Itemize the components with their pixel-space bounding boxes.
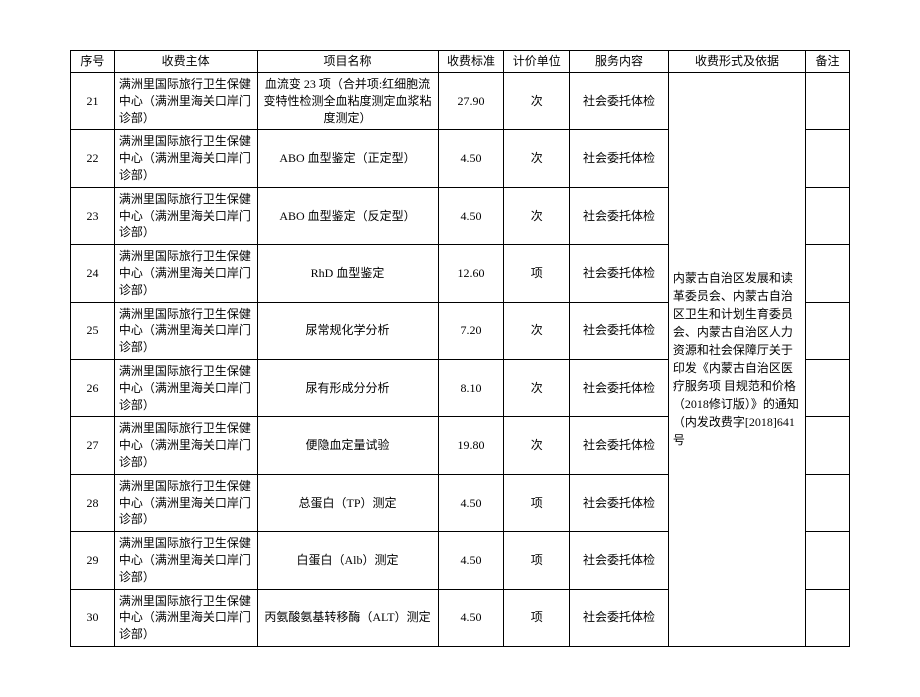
cell-service: 社会委托体检 bbox=[570, 417, 669, 474]
cell-item: 尿常规化学分析 bbox=[257, 302, 438, 359]
cell-entity: 满洲里国际旅行卫生保健中心（满洲里海关口岸门诊部） bbox=[114, 589, 257, 646]
cell-service: 社会委托体检 bbox=[570, 73, 669, 130]
cell-seq: 29 bbox=[71, 532, 115, 589]
cell-remark bbox=[806, 302, 850, 359]
cell-unit: 次 bbox=[504, 417, 570, 474]
cell-remark bbox=[806, 130, 850, 187]
cell-seq: 22 bbox=[71, 130, 115, 187]
cell-fee: 4.50 bbox=[438, 130, 504, 187]
cell-fee: 8.10 bbox=[438, 359, 504, 416]
cell-unit: 项 bbox=[504, 245, 570, 302]
cell-item: 尿有形成分分析 bbox=[257, 359, 438, 416]
header-unit: 计价单位 bbox=[504, 51, 570, 73]
cell-service: 社会委托体检 bbox=[570, 474, 669, 531]
cell-entity: 满洲里国际旅行卫生保健中心（满洲里海关口岸门诊部） bbox=[114, 359, 257, 416]
cell-fee: 12.60 bbox=[438, 245, 504, 302]
table-row: 21 满洲里国际旅行卫生保健中心（满洲里海关口岸门诊部） 血流变 23 项（合并… bbox=[71, 73, 850, 130]
cell-entity: 满洲里国际旅行卫生保健中心（满洲里海关口岸门诊部） bbox=[114, 245, 257, 302]
cell-seq: 28 bbox=[71, 474, 115, 531]
cell-remark bbox=[806, 245, 850, 302]
header-service: 服务内容 bbox=[570, 51, 669, 73]
cell-entity: 满洲里国际旅行卫生保健中心（满洲里海关口岸门诊部） bbox=[114, 417, 257, 474]
cell-entity: 满洲里国际旅行卫生保健中心（满洲里海关口岸门诊部） bbox=[114, 474, 257, 531]
cell-item: 总蛋白（TP）测定 bbox=[257, 474, 438, 531]
cell-entity: 满洲里国际旅行卫生保健中心（满洲里海关口岸门诊部） bbox=[114, 130, 257, 187]
cell-seq: 30 bbox=[71, 589, 115, 646]
cell-fee: 4.50 bbox=[438, 532, 504, 589]
cell-unit: 次 bbox=[504, 130, 570, 187]
cell-remark bbox=[806, 532, 850, 589]
cell-seq: 23 bbox=[71, 187, 115, 244]
cell-seq: 21 bbox=[71, 73, 115, 130]
cell-seq: 26 bbox=[71, 359, 115, 416]
cell-entity: 满洲里国际旅行卫生保健中心（满洲里海关口岸门诊部） bbox=[114, 73, 257, 130]
cell-unit: 项 bbox=[504, 589, 570, 646]
header-remark: 备注 bbox=[806, 51, 850, 73]
cell-service: 社会委托体检 bbox=[570, 359, 669, 416]
cell-unit: 项 bbox=[504, 474, 570, 531]
cell-unit: 项 bbox=[504, 532, 570, 589]
cell-fee: 4.50 bbox=[438, 589, 504, 646]
cell-remark bbox=[806, 359, 850, 416]
cell-unit: 次 bbox=[504, 359, 570, 416]
cell-seq: 24 bbox=[71, 245, 115, 302]
cell-basis: 内蒙古自治区发展和读革委员会、内蒙古自治区卫生和计划生育委员会、内蒙古自治区人力… bbox=[668, 73, 805, 647]
cell-entity: 满洲里国际旅行卫生保健中心（满洲里海关口岸门诊部） bbox=[114, 302, 257, 359]
table-header-row: 序号 收费主体 项目名称 收费标准 计价单位 服务内容 收费形式及依据 备注 bbox=[71, 51, 850, 73]
cell-service: 社会委托体检 bbox=[570, 302, 669, 359]
cell-item: RhD 血型鉴定 bbox=[257, 245, 438, 302]
header-seq: 序号 bbox=[71, 51, 115, 73]
cell-entity: 满洲里国际旅行卫生保健中心（满洲里海关口岸门诊部） bbox=[114, 532, 257, 589]
cell-service: 社会委托体检 bbox=[570, 532, 669, 589]
cell-service: 社会委托体检 bbox=[570, 245, 669, 302]
cell-unit: 次 bbox=[504, 187, 570, 244]
cell-remark bbox=[806, 474, 850, 531]
cell-item: 便隐血定量试验 bbox=[257, 417, 438, 474]
cell-unit: 次 bbox=[504, 73, 570, 130]
cell-remark bbox=[806, 589, 850, 646]
cell-entity: 满洲里国际旅行卫生保健中心（满洲里海关口岸门诊部） bbox=[114, 187, 257, 244]
cell-fee: 4.50 bbox=[438, 474, 504, 531]
cell-fee: 4.50 bbox=[438, 187, 504, 244]
cell-service: 社会委托体检 bbox=[570, 130, 669, 187]
header-item: 项目名称 bbox=[257, 51, 438, 73]
cell-remark bbox=[806, 417, 850, 474]
cell-seq: 27 bbox=[71, 417, 115, 474]
header-basis: 收费形式及依据 bbox=[668, 51, 805, 73]
cell-fee: 27.90 bbox=[438, 73, 504, 130]
cell-item: 血流变 23 项（合并项:红细胞流变特性检测全血粘度测定血浆粘度测定） bbox=[257, 73, 438, 130]
cell-unit: 次 bbox=[504, 302, 570, 359]
header-entity: 收费主体 bbox=[114, 51, 257, 73]
cell-service: 社会委托体检 bbox=[570, 589, 669, 646]
cell-seq: 25 bbox=[71, 302, 115, 359]
header-fee: 收费标准 bbox=[438, 51, 504, 73]
fee-table: 序号 收费主体 项目名称 收费标准 计价单位 服务内容 收费形式及依据 备注 2… bbox=[70, 50, 850, 647]
cell-remark bbox=[806, 73, 850, 130]
cell-service: 社会委托体检 bbox=[570, 187, 669, 244]
cell-remark bbox=[806, 187, 850, 244]
table-body: 21 满洲里国际旅行卫生保健中心（满洲里海关口岸门诊部） 血流变 23 项（合并… bbox=[71, 73, 850, 647]
cell-fee: 7.20 bbox=[438, 302, 504, 359]
cell-item: ABO 血型鉴定（反定型） bbox=[257, 187, 438, 244]
cell-item: ABO 血型鉴定（正定型） bbox=[257, 130, 438, 187]
cell-fee: 19.80 bbox=[438, 417, 504, 474]
cell-item: 白蛋白（Alb）测定 bbox=[257, 532, 438, 589]
cell-item: 丙氨酸氨基转移酶（ALT）测定 bbox=[257, 589, 438, 646]
